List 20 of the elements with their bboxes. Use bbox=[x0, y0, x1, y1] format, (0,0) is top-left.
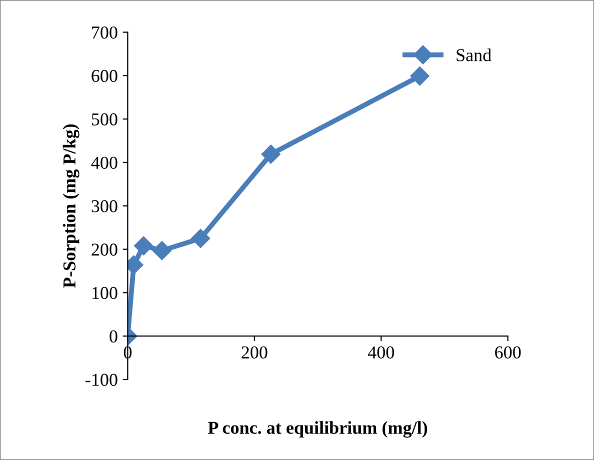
legend-label: Sand bbox=[456, 48, 492, 62]
y-tick-label: 0 bbox=[110, 330, 118, 343]
x-axis-title: P conc. at equilibrium (mg/l) bbox=[208, 421, 428, 438]
y-tick-label: 400 bbox=[91, 156, 118, 169]
y-tick-label: -100 bbox=[86, 374, 118, 386]
y-tick-label: 600 bbox=[92, 70, 118, 82]
y-tick-label: 700 bbox=[92, 26, 118, 39]
point bbox=[261, 144, 280, 164]
point bbox=[191, 228, 210, 248]
y-tick-label: 300 bbox=[92, 200, 118, 212]
point bbox=[152, 241, 172, 260]
point bbox=[410, 66, 430, 86]
y-axis-title: P-Sorption (mg P/kg) bbox=[62, 124, 80, 288]
point bbox=[134, 236, 154, 256]
y-tick-label: 200 bbox=[92, 244, 118, 256]
y-tick-label: 100 bbox=[92, 286, 118, 300]
x-tick-label: 200 bbox=[242, 346, 268, 359]
x-tick-label: 600 bbox=[495, 346, 521, 359]
y-tick-label: 500 bbox=[92, 113, 118, 126]
x-tick-label: 400 bbox=[368, 346, 394, 359]
